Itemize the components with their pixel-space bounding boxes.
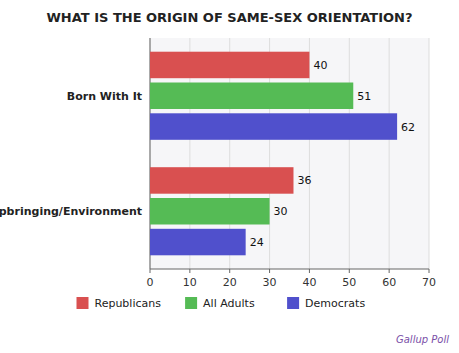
bars [150, 52, 397, 256]
tick-mark [429, 269, 430, 273]
bar [150, 52, 309, 78]
bar [150, 113, 397, 139]
legend-label: Democrats [305, 297, 365, 310]
data-label: 36 [297, 174, 311, 187]
plot-area [150, 38, 429, 269]
tick-label: 70 [422, 276, 436, 289]
legend-swatch [185, 297, 197, 309]
legend-label: All Adults [203, 297, 255, 310]
category-label: Born With It [67, 90, 142, 103]
grid-line [429, 38, 430, 269]
legend-label: Republicans [95, 297, 162, 310]
bar [150, 229, 246, 255]
tick-label: 40 [302, 276, 316, 289]
data-label: 40 [313, 59, 327, 72]
legend-swatch [287, 297, 299, 309]
chart: WHAT IS THE ORIGIN OF SAME-SEX ORIENTATI… [0, 0, 459, 353]
tick-mark [189, 269, 190, 273]
tick-mark [349, 269, 350, 273]
data-label: 62 [401, 121, 415, 134]
tick-mark [389, 269, 390, 273]
bar [150, 83, 353, 109]
tick-label: 10 [183, 276, 197, 289]
tick-label: 60 [382, 276, 396, 289]
grid-line [349, 38, 350, 269]
data-label: 51 [357, 90, 371, 103]
data-label: 30 [274, 205, 288, 218]
tick-label: 50 [342, 276, 356, 289]
title: WHAT IS THE ORIGIN OF SAME-SEX ORIENTATI… [47, 10, 413, 25]
labels: 40 51 62 36 30 24 [250, 59, 415, 249]
legend: Republicans All Adults Democrats [77, 297, 366, 310]
x-axis [150, 269, 429, 270]
tick-label: 30 [263, 276, 277, 289]
tick-label: 0 [147, 276, 154, 289]
tick-label: 20 [223, 276, 237, 289]
tick-mark [150, 269, 151, 273]
bar [150, 167, 293, 193]
tick-mark [269, 269, 270, 273]
category-label: Upbringing/Environment [0, 205, 142, 218]
tick-mark [309, 269, 310, 273]
tick-mark [229, 269, 230, 273]
annotation: Gallup Poll [396, 334, 449, 345]
data-label: 24 [250, 236, 264, 249]
bar [150, 198, 270, 224]
grid-line [389, 38, 390, 269]
legend-swatch [77, 297, 89, 309]
